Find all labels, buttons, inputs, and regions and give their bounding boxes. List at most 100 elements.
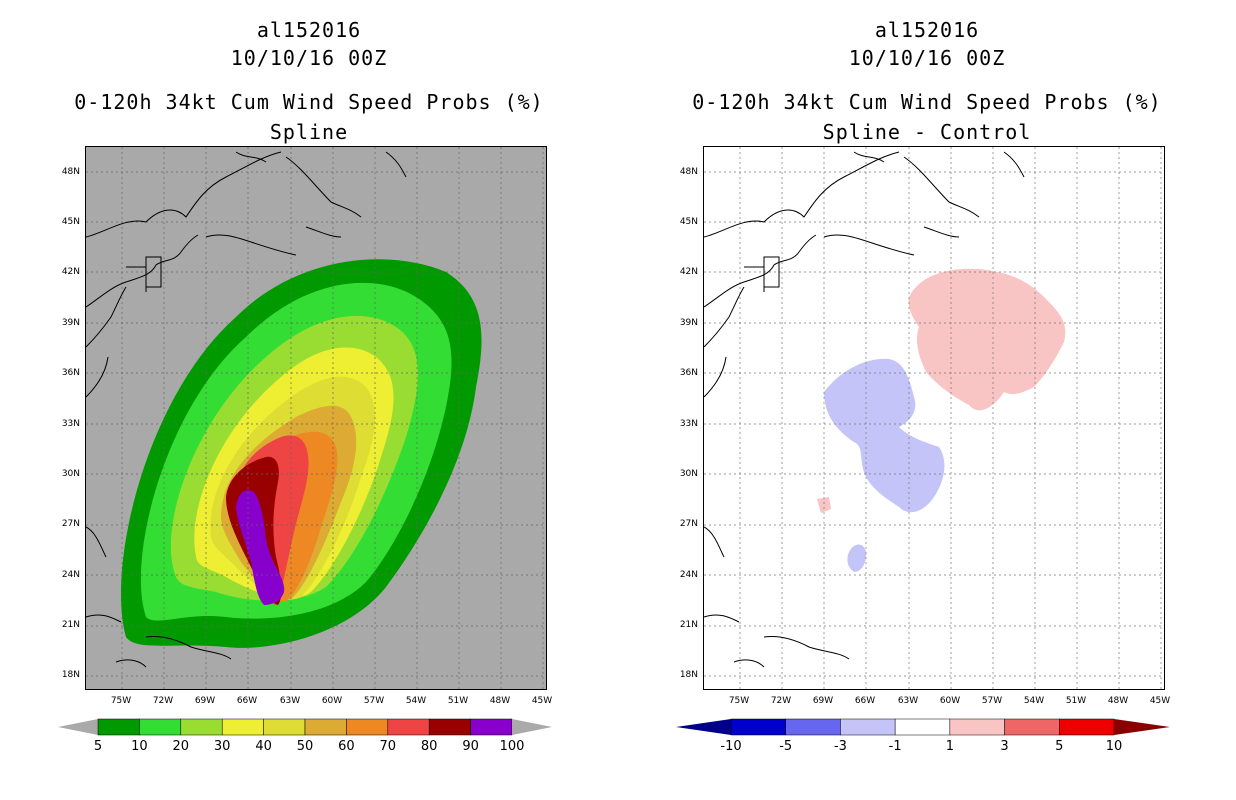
colorbar-box bbox=[387, 718, 430, 736]
lon-label: 57W bbox=[363, 696, 385, 706]
colorbar-label: -10 bbox=[720, 739, 742, 754]
lon-label: 66W bbox=[236, 696, 258, 706]
lon-label: 48W bbox=[1107, 696, 1129, 706]
lon-label: 63W bbox=[897, 696, 919, 706]
datetime: 10/10/16 00Z bbox=[848, 46, 1006, 70]
colorbar-box bbox=[180, 718, 223, 736]
colorbar-box bbox=[304, 718, 347, 736]
lat-label: 24N bbox=[679, 570, 698, 580]
coastline bbox=[86, 151, 407, 668]
lon-label: 72W bbox=[770, 696, 792, 706]
colorbar-box bbox=[949, 718, 1005, 736]
lat-label: 36N bbox=[61, 368, 80, 378]
lon-label: 51W bbox=[1065, 696, 1087, 706]
colorbar bbox=[676, 718, 1170, 736]
lat-label: 27N bbox=[61, 519, 80, 529]
right-panel: al152016 10/10/16 00Z 0-120h 34kt Cum Wi… bbox=[618, 0, 1236, 800]
lon-label: 72W bbox=[152, 696, 174, 706]
colorbar-box bbox=[730, 718, 786, 736]
lon-label: 45W bbox=[531, 696, 553, 706]
lat-label: 33N bbox=[679, 419, 698, 429]
colorbar-label: 100 bbox=[499, 739, 525, 754]
lon-label: 63W bbox=[279, 696, 301, 706]
lon-label: 60W bbox=[939, 696, 961, 706]
lon-label: 75W bbox=[728, 696, 750, 706]
graticule bbox=[704, 147, 1164, 689]
colorbar-label: 10 bbox=[131, 739, 148, 754]
lat-label: 27N bbox=[679, 519, 698, 529]
colorbar-label: 70 bbox=[379, 739, 397, 754]
lat-label: 42N bbox=[679, 267, 698, 277]
lat-label: 42N bbox=[61, 267, 80, 277]
colorbar-over-arrow bbox=[1114, 719, 1170, 735]
colorbar-label: 5 bbox=[1055, 739, 1064, 754]
datetime: 10/10/16 00Z bbox=[230, 46, 388, 70]
colorbar-label: 30 bbox=[213, 739, 231, 754]
lon-label: 54W bbox=[405, 696, 427, 706]
colorbar-box bbox=[1059, 718, 1115, 736]
colorbar-boxes bbox=[97, 718, 513, 736]
lat-label: 18N bbox=[679, 670, 698, 680]
product-title: 0-120h 34kt Cum Wind Speed Probs (%) bbox=[692, 90, 1162, 114]
colorbar-label: -5 bbox=[779, 739, 793, 754]
graticule bbox=[86, 147, 546, 689]
colorbar-box bbox=[221, 718, 264, 736]
lon-label: 57W bbox=[981, 696, 1003, 706]
lat-label: 45N bbox=[61, 217, 80, 227]
lon-label: 60W bbox=[321, 696, 343, 706]
colorbar-box bbox=[840, 718, 896, 736]
lat-label: 21N bbox=[61, 620, 80, 630]
diff-positive-region bbox=[908, 268, 1066, 411]
lat-label: 45N bbox=[679, 217, 698, 227]
diff-negative-small bbox=[847, 544, 867, 572]
lat-label: 30N bbox=[679, 469, 698, 479]
colorbar-box bbox=[346, 718, 389, 736]
lat-label: 24N bbox=[61, 570, 80, 580]
colorbar-under-arrow bbox=[58, 719, 98, 735]
colorbar-label: 10 bbox=[1105, 739, 1123, 754]
subtitle: Spline bbox=[269, 120, 349, 144]
lat-label: 39N bbox=[61, 318, 80, 328]
colorbar-box bbox=[139, 718, 182, 736]
colorbar-label: 60 bbox=[338, 739, 355, 754]
colorbar-boxes bbox=[730, 718, 1115, 736]
lat-label: 48N bbox=[679, 167, 698, 177]
coastline bbox=[704, 151, 1025, 668]
colorbar-label: 3 bbox=[1000, 739, 1009, 754]
lon-label: 45W bbox=[1149, 696, 1171, 706]
colorbar-label: -3 bbox=[833, 739, 847, 754]
colorbar-over-arrow bbox=[512, 719, 552, 735]
diff-positive-small bbox=[817, 497, 831, 513]
subtitle: Spline - Control bbox=[822, 120, 1032, 144]
difference-map bbox=[703, 146, 1165, 690]
lat-label: 39N bbox=[679, 318, 698, 328]
ocean-background bbox=[704, 147, 1164, 689]
colorbar-box bbox=[428, 718, 471, 736]
lat-label: 18N bbox=[61, 670, 80, 680]
colorbar-box bbox=[1004, 718, 1060, 736]
lat-label: 33N bbox=[61, 419, 80, 429]
colorbar-label: 90 bbox=[462, 739, 479, 754]
colorbar bbox=[58, 718, 552, 736]
colorbar-under-arrow bbox=[676, 719, 731, 735]
colorbar-box bbox=[470, 718, 513, 736]
colorbar-label: 40 bbox=[255, 739, 272, 754]
lat-label: 21N bbox=[679, 620, 698, 630]
product-title: 0-120h 34kt Cum Wind Speed Probs (%) bbox=[74, 90, 544, 114]
lon-label: 69W bbox=[812, 696, 834, 706]
lon-label: 75W bbox=[110, 696, 132, 706]
lat-label: 48N bbox=[61, 167, 80, 177]
lon-label: 48W bbox=[489, 696, 511, 706]
colorbar-label: 1 bbox=[945, 739, 954, 754]
colorbar-label: 5 bbox=[93, 739, 103, 754]
lat-label: 36N bbox=[679, 368, 698, 378]
storm-id: al152016 bbox=[256, 18, 362, 42]
storm-id: al152016 bbox=[874, 18, 980, 42]
colorbar-label: -1 bbox=[888, 739, 902, 754]
lon-label: 69W bbox=[194, 696, 216, 706]
colorbar-label: 20 bbox=[172, 739, 190, 754]
left-panel: al152016 10/10/16 00Z 0-120h 34kt Cum Wi… bbox=[58, 18, 553, 754]
probability-map bbox=[85, 146, 547, 690]
lon-label: 66W bbox=[854, 696, 876, 706]
colorbar-label: 50 bbox=[296, 739, 314, 754]
